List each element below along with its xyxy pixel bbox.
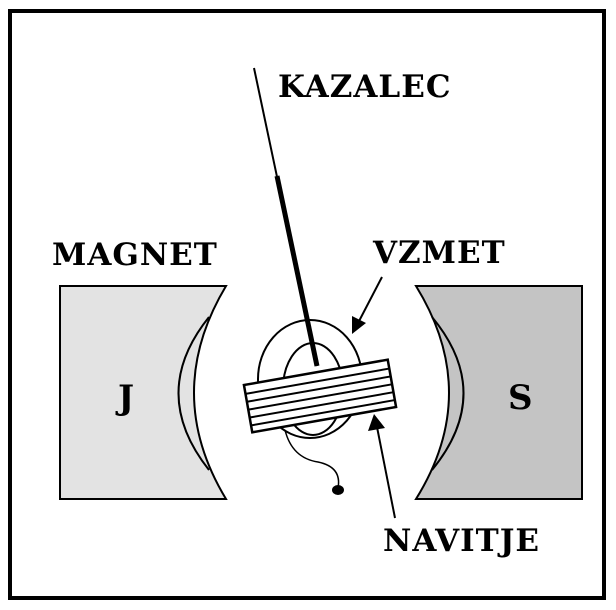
- label-pole-left: J: [115, 378, 134, 418]
- spring-arrow-line: [356, 276, 383, 326]
- label-pointer: KAZALEC: [278, 69, 452, 105]
- coil-winding: [242, 358, 398, 434]
- label-pole-right: S: [508, 378, 533, 418]
- label-coil: NAVITJE: [383, 523, 540, 559]
- wire-terminal: [332, 485, 344, 495]
- gap-arc-right: [431, 316, 465, 471]
- pointer-needle-thick: [274, 175, 320, 367]
- coil-arrow-line: [376, 426, 396, 519]
- spring-lead-wire: [284, 429, 340, 489]
- spring-arrow-head: [352, 316, 366, 334]
- coil-arrow-head: [368, 414, 385, 431]
- label-magnet: MAGNET: [52, 237, 218, 273]
- label-spring: VZMET: [372, 235, 506, 271]
- gap-arc-left: [177, 316, 210, 471]
- magnet-pole-left: [59, 285, 228, 500]
